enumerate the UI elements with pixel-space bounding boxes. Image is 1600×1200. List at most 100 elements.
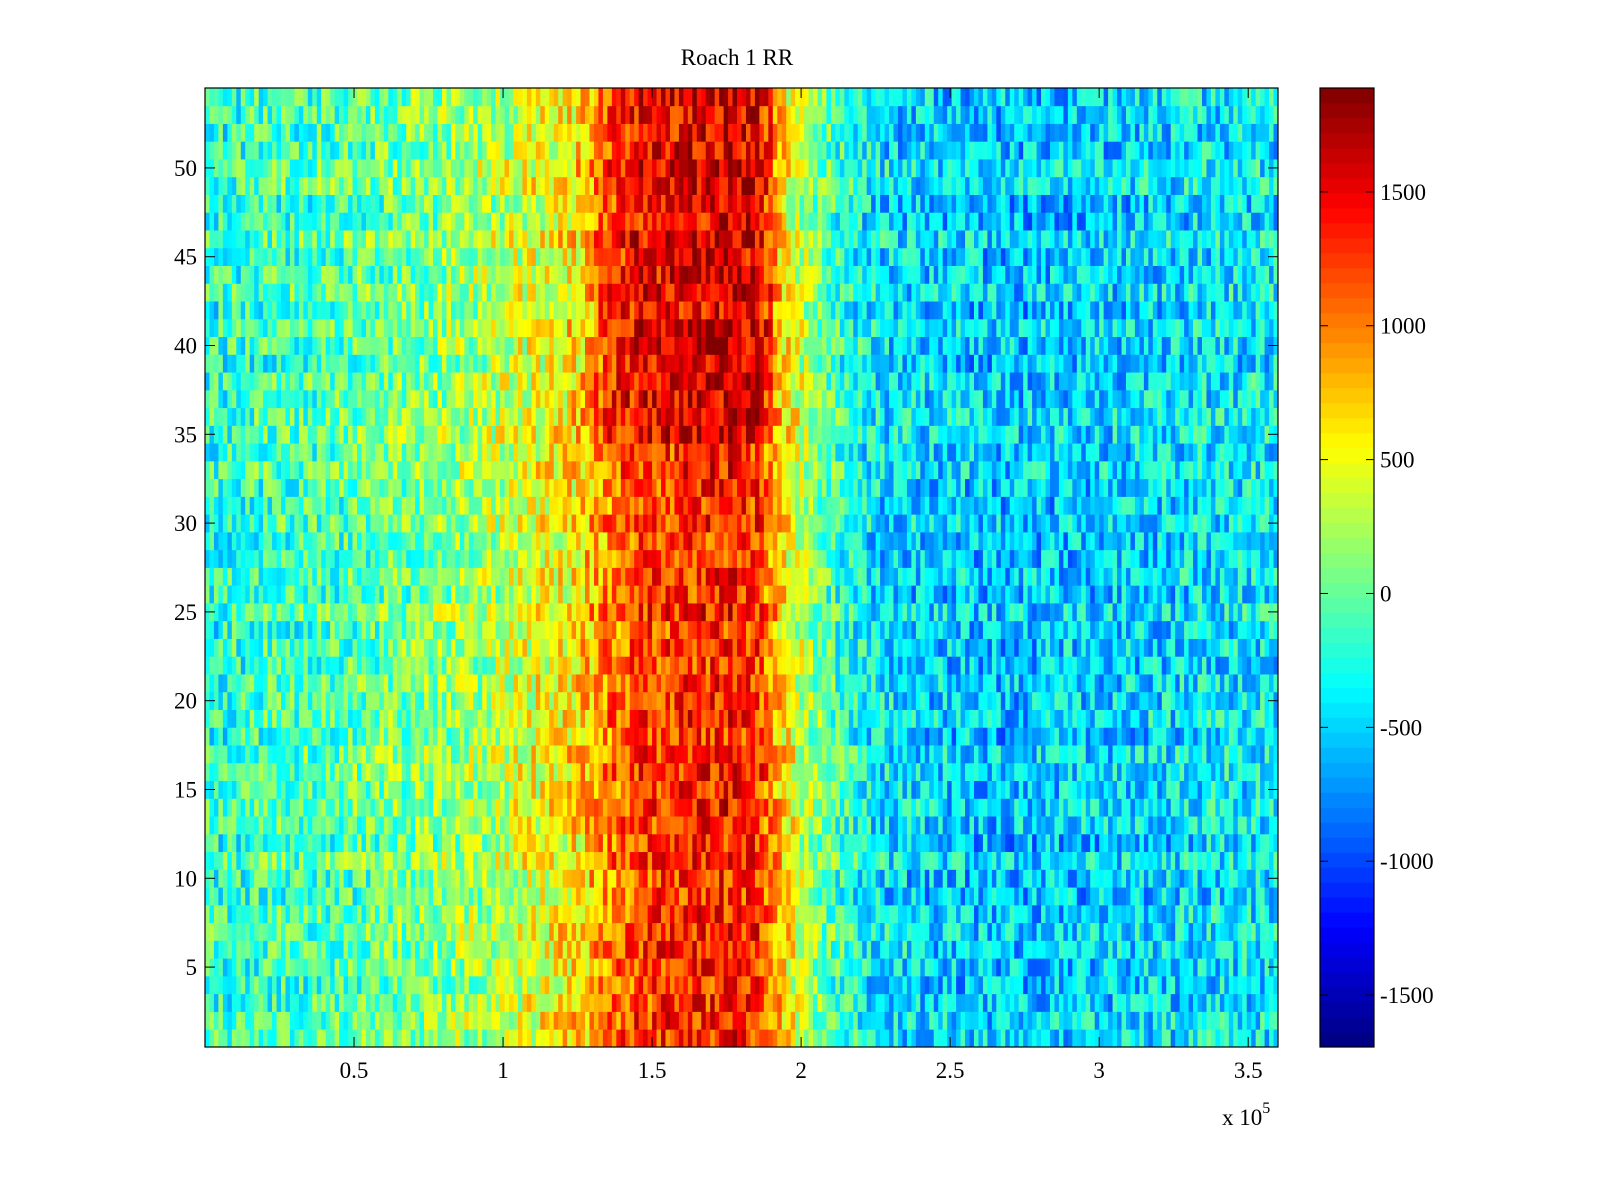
heatmap-cell (1224, 975, 1230, 995)
heatmap-cell (893, 904, 899, 924)
heatmap-cell (303, 1029, 309, 1048)
heatmap-cell (763, 780, 769, 799)
heatmap-cell (728, 958, 733, 977)
heatmap-cell (374, 851, 380, 870)
heatmap-cell (1161, 887, 1167, 906)
heatmap-cell (781, 1011, 787, 1030)
heatmap-cell (294, 1011, 300, 1030)
heatmap-cell (397, 691, 403, 710)
heatmap-cell (1067, 745, 1073, 764)
heatmap-cell (1117, 975, 1122, 995)
heatmap-cell (643, 851, 649, 870)
heatmap-cell (1108, 762, 1113, 782)
heatmap-cell (857, 745, 863, 764)
heatmap-cell (920, 975, 926, 995)
heatmap-cell (871, 780, 877, 799)
heatmap-cell (1041, 674, 1046, 693)
heatmap-cell (281, 869, 286, 888)
heatmap-cell (1112, 993, 1118, 1012)
heatmap-cell (871, 833, 877, 853)
heatmap-cell (1063, 1029, 1069, 1048)
heatmap-cell (634, 780, 640, 799)
heatmap-cell (576, 958, 581, 977)
heatmap-cell (222, 762, 228, 782)
heatmap-cell (602, 745, 608, 764)
heatmap-cell (924, 887, 930, 906)
heatmap-cell (1197, 780, 1203, 799)
heatmap-cell (826, 762, 832, 782)
heatmap-cell (357, 904, 362, 924)
heatmap-cell (339, 922, 344, 941)
heatmap-cell (1233, 851, 1239, 870)
heatmap-cell (656, 904, 662, 924)
heatmap-cell (647, 745, 653, 764)
heatmap-cell (258, 1029, 264, 1048)
heatmap-cell (799, 869, 805, 888)
heatmap-cell (844, 833, 850, 853)
heatmap-cell (1054, 887, 1060, 906)
heatmap-cell (218, 904, 224, 924)
heatmap-cell (316, 798, 322, 817)
heatmap-cell (781, 709, 787, 728)
heatmap-cell (339, 851, 344, 870)
heatmap-cell (1134, 762, 1140, 782)
heatmap-cell (486, 993, 492, 1012)
heatmap-cell (1152, 940, 1158, 959)
heatmap-cell (473, 975, 479, 995)
heatmap-cell (1130, 833, 1136, 853)
heatmap-cell (875, 851, 881, 870)
heatmap-cell (862, 780, 868, 799)
heatmap-cell (1246, 745, 1252, 764)
heatmap-cell (705, 993, 711, 1012)
heatmap-cell (951, 975, 957, 995)
heatmap-cell (991, 904, 997, 924)
heatmap-cell (379, 745, 385, 764)
heatmap-cell (817, 674, 823, 693)
heatmap-cell (433, 922, 438, 941)
heatmap-cell (330, 922, 336, 941)
heatmap-cell (1184, 798, 1189, 817)
heatmap-cell (897, 1011, 903, 1030)
heatmap-cell (482, 780, 488, 799)
heatmap-cell (531, 869, 537, 888)
heatmap-cell (357, 958, 362, 977)
heatmap-cell (330, 780, 336, 799)
heatmap-cell (549, 975, 555, 995)
heatmap-cell (942, 851, 948, 870)
heatmap-cell (558, 833, 564, 853)
heatmap-cell (777, 993, 783, 1012)
heatmap-cell (531, 691, 537, 710)
heatmap-cell (1139, 727, 1145, 746)
heatmap-cell (634, 851, 640, 870)
heatmap-cell (473, 691, 479, 710)
heatmap-cell (357, 851, 362, 870)
heatmap-cell (325, 851, 331, 870)
heatmap-cell (625, 816, 631, 835)
heatmap-cell (473, 745, 479, 764)
heatmap-cell (607, 798, 613, 817)
heatmap-cell (862, 816, 868, 835)
heatmap-cell (839, 691, 845, 710)
heatmap-cell (777, 887, 783, 906)
heatmap-cell (276, 674, 282, 693)
heatmap-cell (1210, 851, 1216, 870)
heatmap-cell (459, 851, 465, 870)
heatmap-cell (947, 940, 953, 959)
heatmap-cell (1237, 762, 1243, 782)
heatmap-cell (777, 674, 783, 693)
heatmap-cell (643, 762, 649, 782)
heatmap-cell (683, 762, 689, 782)
heatmap-cell (982, 958, 988, 977)
heatmap-cell (813, 816, 818, 835)
heatmap-cell (683, 869, 689, 888)
heatmap-cell (562, 833, 568, 853)
heatmap-cell (263, 780, 268, 799)
heatmap-cell (1058, 851, 1064, 870)
heatmap-cell (982, 887, 988, 906)
heatmap-cell (777, 745, 783, 764)
heatmap-cell (638, 674, 644, 693)
heatmap-cell (790, 691, 796, 710)
heatmap-cell (786, 940, 792, 959)
heatmap-cell (383, 904, 389, 924)
heatmap-cell (737, 691, 742, 710)
